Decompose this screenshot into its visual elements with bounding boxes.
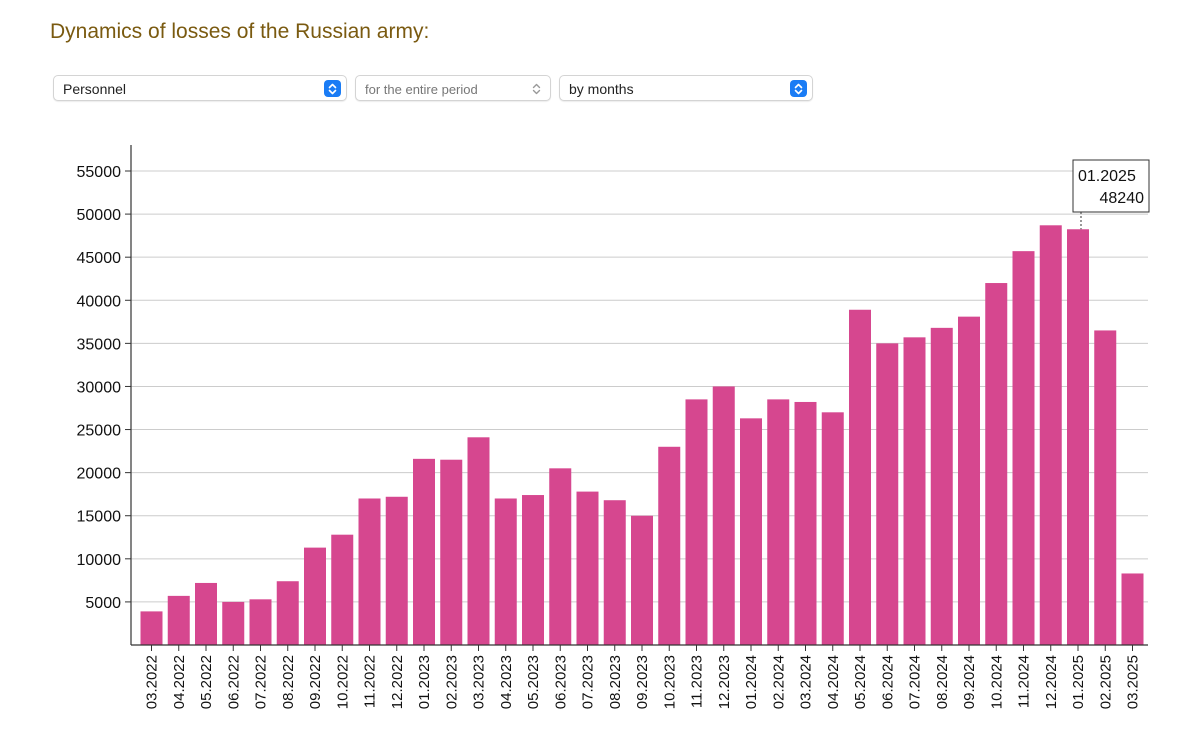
- y-tick-label: 35000: [77, 336, 122, 353]
- bar-02.2023[interactable]: [440, 459, 463, 645]
- y-tick-label: 5000: [85, 595, 121, 612]
- bar-05.2024[interactable]: [849, 309, 871, 645]
- grouping-select-value: by months: [569, 81, 634, 97]
- x-tick-label: 03.2024: [798, 655, 815, 709]
- bar-09.2022[interactable]: [304, 547, 326, 645]
- bar-08.2023[interactable]: [603, 500, 626, 645]
- x-tick-label: 02.2023: [443, 655, 460, 709]
- x-tick-label: 07.2022: [253, 655, 270, 709]
- x-tick-label: 10.2022: [334, 655, 351, 709]
- bar-07.2022[interactable]: [249, 599, 272, 645]
- y-tick-label: 10000: [77, 552, 122, 569]
- bar-11.2022[interactable]: [358, 498, 381, 645]
- grouping-select[interactable]: by months: [559, 75, 813, 101]
- x-tick-label: 03.2022: [144, 655, 161, 709]
- y-tick-label: 15000: [77, 509, 122, 526]
- x-tick-label: 01.2025: [1070, 655, 1087, 709]
- bar-10.2023[interactable]: [658, 446, 681, 645]
- bar-12.2023[interactable]: [712, 386, 735, 645]
- bar-11.2024[interactable]: [1012, 251, 1035, 645]
- y-tick-label: 50000: [77, 207, 122, 224]
- y-tick-label: 30000: [77, 379, 122, 396]
- period-select[interactable]: for the entire period: [355, 75, 551, 101]
- x-tick-label: 05.2023: [525, 655, 542, 709]
- x-tick-label: 05.2024: [852, 655, 869, 709]
- bar-07.2024[interactable]: [903, 337, 926, 645]
- tooltip-label: 01.2025: [1078, 168, 1136, 185]
- x-tick-label: 09.2022: [307, 655, 324, 709]
- period-select-value: for the entire period: [365, 82, 478, 97]
- bar-05.2022[interactable]: [195, 582, 217, 645]
- x-tick-label: 05.2022: [198, 655, 215, 709]
- x-tick-label: 08.2022: [280, 655, 297, 709]
- bar-10.2024[interactable]: [985, 283, 1008, 645]
- x-tick-label: 04.2022: [171, 655, 188, 709]
- x-tick-label: 09.2023: [634, 655, 651, 709]
- y-tick-label: 25000: [77, 423, 122, 440]
- x-tick-label: 07.2023: [580, 655, 597, 709]
- chevron-updown-icon: [528, 80, 545, 97]
- bar-06.2024[interactable]: [876, 343, 899, 645]
- bar-10.2022[interactable]: [331, 534, 354, 645]
- x-tick-label: 01.2024: [743, 655, 760, 709]
- bar-03.2022[interactable]: [140, 611, 163, 645]
- bar-04.2022[interactable]: [167, 595, 190, 645]
- bar-04.2023[interactable]: [494, 498, 517, 645]
- bar-09.2024[interactable]: [958, 316, 980, 645]
- x-tick-label: 11.2023: [689, 655, 706, 708]
- bar-04.2024[interactable]: [821, 412, 844, 645]
- bar-02.2024[interactable]: [767, 399, 790, 645]
- bar-03.2023[interactable]: [467, 437, 490, 645]
- x-tick-label: 11.2024: [1016, 655, 1033, 708]
- bar-06.2023[interactable]: [549, 468, 572, 645]
- bar-02.2025[interactable]: [1094, 330, 1117, 645]
- x-tick-label: 11.2022: [362, 655, 379, 708]
- bar-01.2025[interactable]: [1067, 229, 1089, 645]
- tooltip-box: [1072, 159, 1150, 213]
- x-tick-label: 03.2023: [471, 655, 488, 709]
- x-tick-label: 08.2024: [934, 655, 951, 709]
- loss-type-select-value: Personnel: [63, 81, 127, 97]
- loss-type-select[interactable]: Personnel: [53, 75, 347, 101]
- bar-07.2023[interactable]: [576, 491, 599, 645]
- x-tick-label: 06.2022: [225, 655, 242, 709]
- page-title: Dynamics of losses of the Russian army:: [50, 20, 430, 43]
- x-tick-label: 02.2025: [1097, 655, 1114, 709]
- x-tick-label: 10.2023: [661, 655, 678, 709]
- x-tick-label: 10.2024: [988, 655, 1005, 709]
- y-tick-label: 20000: [77, 466, 122, 483]
- x-tick-label: 06.2024: [879, 655, 896, 709]
- x-tick-label: 01.2023: [416, 655, 433, 709]
- bar-03.2024[interactable]: [794, 401, 817, 645]
- bar-03.2025[interactable]: [1121, 573, 1144, 645]
- chevron-updown-icon: [324, 80, 341, 97]
- bar-08.2024[interactable]: [930, 327, 953, 645]
- bar-01.2023[interactable]: [413, 458, 435, 645]
- tooltip-value: 48240: [1100, 190, 1145, 207]
- x-tick-label: 12.2024: [1043, 655, 1060, 709]
- x-tick-label: 04.2024: [825, 655, 842, 709]
- bar-05.2023[interactable]: [522, 495, 544, 645]
- bar-11.2023[interactable]: [685, 399, 708, 645]
- bar-06.2022[interactable]: [222, 601, 245, 645]
- y-tick-label: 40000: [77, 293, 122, 310]
- x-tick-label: 02.2024: [770, 655, 787, 709]
- x-tick-label: 07.2024: [907, 655, 924, 709]
- bar-08.2022[interactable]: [276, 581, 299, 645]
- chevron-updown-icon: [790, 80, 807, 97]
- bar-01.2024[interactable]: [740, 418, 762, 645]
- x-tick-label: 04.2023: [498, 655, 515, 709]
- x-tick-label: 03.2025: [1125, 655, 1142, 709]
- y-tick-label: 45000: [77, 250, 122, 267]
- y-tick-label: 55000: [77, 164, 122, 181]
- x-tick-label: 08.2023: [607, 655, 624, 709]
- x-tick-label: 12.2023: [716, 655, 733, 709]
- x-tick-label: 09.2024: [961, 655, 978, 709]
- bar-12.2022[interactable]: [385, 496, 408, 645]
- x-tick-label: 06.2023: [552, 655, 569, 709]
- bar-12.2024[interactable]: [1039, 225, 1062, 645]
- bar-09.2023[interactable]: [631, 515, 653, 645]
- x-tick-label: 12.2022: [389, 655, 406, 709]
